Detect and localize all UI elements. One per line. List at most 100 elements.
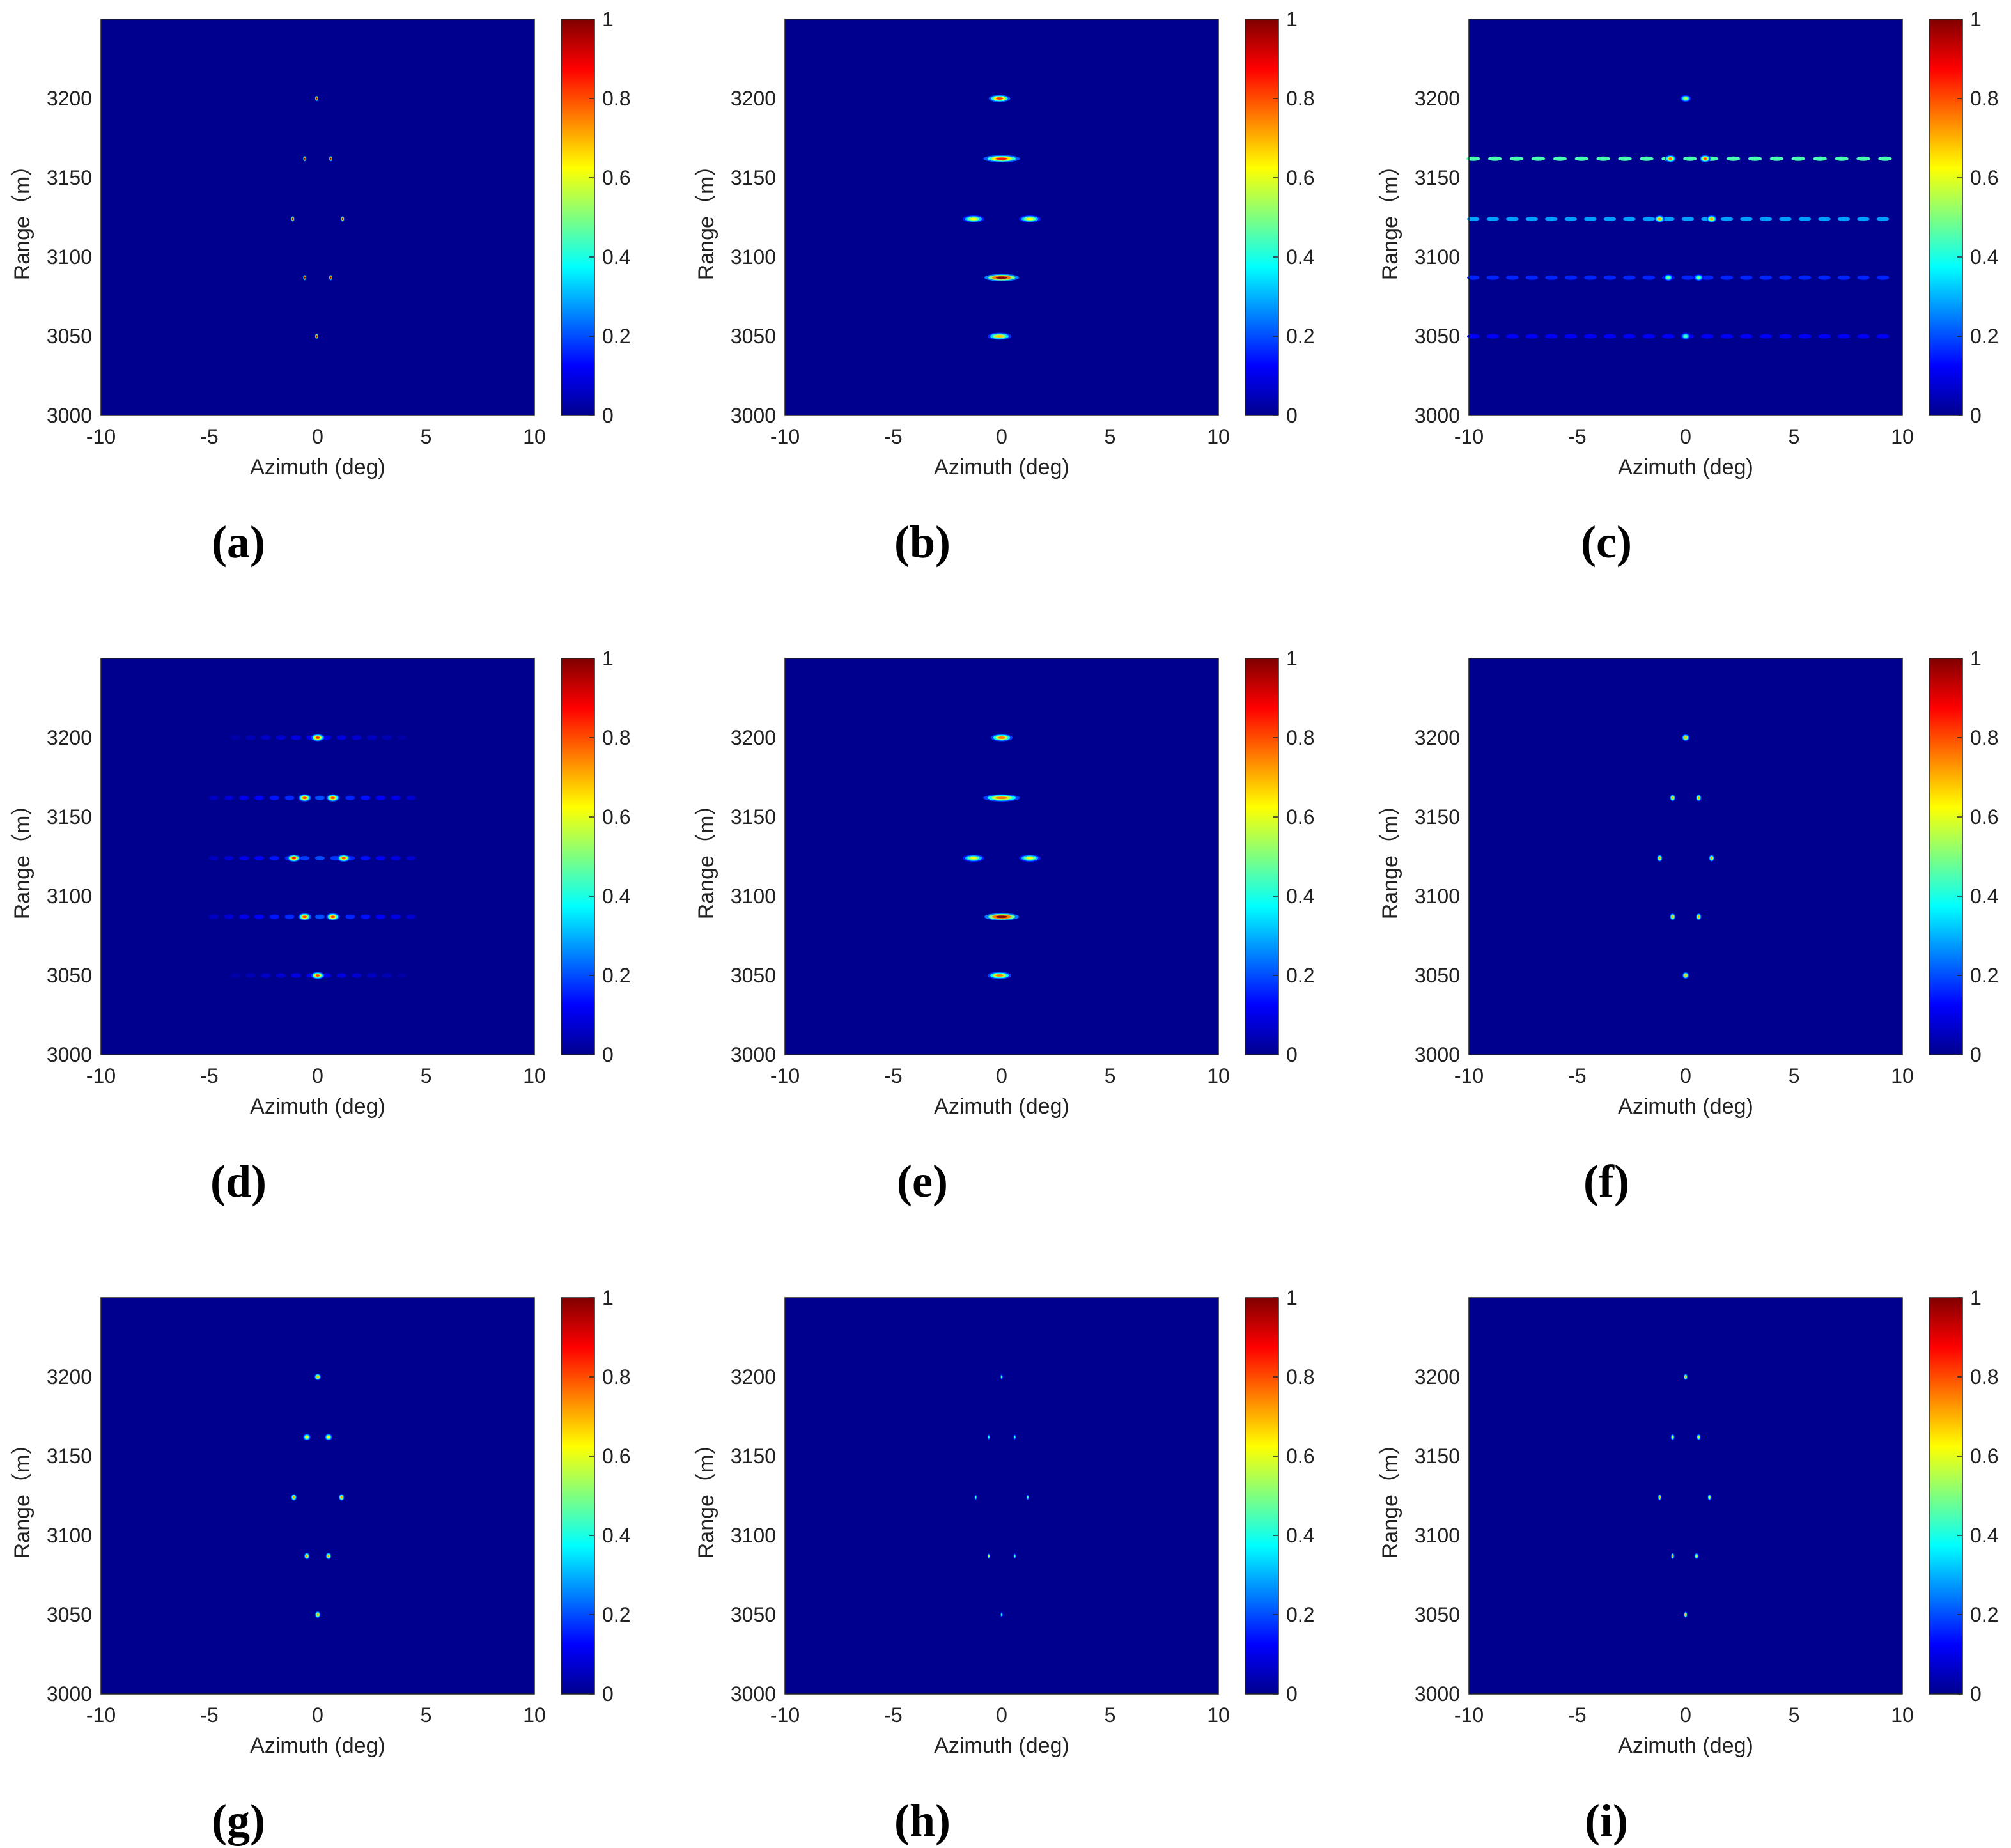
target-mark-layer: [330, 276, 332, 279]
sidelobe-mark: [1876, 275, 1890, 280]
target-mark: [988, 95, 1011, 102]
axes-frame: [100, 658, 535, 1055]
sidelobe-mark: [1584, 216, 1597, 221]
target-mark: [983, 155, 1020, 162]
target-mark: [337, 854, 350, 862]
colorbar-tick-label: 1: [602, 1286, 614, 1309]
sidelobe-mark: [224, 795, 234, 800]
plot-area: [1469, 1298, 1902, 1694]
target-mark: [287, 854, 300, 862]
x-axis-label: Azimuth (deg): [934, 1094, 1069, 1119]
sidelobe-mark: [1506, 216, 1519, 221]
target-mark: [1663, 274, 1673, 281]
target-mark: [1019, 215, 1041, 223]
target-mark: [1681, 332, 1691, 340]
y-axis-label: Range（m）: [694, 794, 718, 920]
colorbar-tick-label: 0.2: [602, 325, 630, 348]
sidelobe-mark: [314, 855, 325, 860]
colorbar-tick-label: 0.2: [602, 1603, 630, 1626]
sidelobe-mark: [1487, 156, 1502, 161]
y-tick-label: 3100: [1415, 245, 1460, 268]
colorbar-tick-label: 0: [1286, 1682, 1298, 1705]
x-tick-label: 10: [1891, 425, 1914, 448]
sidelobe-mark: [1640, 156, 1654, 161]
sidelobe-mark: [375, 795, 385, 800]
sidelobe-mark: [1545, 334, 1558, 339]
sidelobe-mark: [1467, 334, 1480, 339]
sidelobe-mark: [1584, 334, 1597, 339]
sidelobe-mark: [1876, 216, 1890, 221]
sidelobe-mark: [1857, 334, 1870, 339]
sidelobe-mark: [397, 735, 407, 740]
sidelobe-mark: [1466, 156, 1480, 161]
sidelobe-mark: [336, 735, 346, 740]
sidelobe-mark: [1553, 156, 1567, 161]
y-tick-label: 3100: [731, 885, 776, 908]
sidelobe-mark: [367, 973, 377, 978]
colorbar-tick-label: 0.2: [1286, 1603, 1314, 1626]
colorbar-tick-label: 0.8: [602, 87, 630, 110]
sidelobe-mark: [1837, 216, 1851, 221]
x-tick-label: -5: [884, 425, 902, 448]
target-mark: [1000, 1374, 1004, 1380]
sidelobe-mark: [1701, 334, 1714, 339]
sidelobe-mark: [1779, 275, 1792, 280]
sidelobe-mark: [1779, 334, 1792, 339]
axes-frame: [100, 19, 535, 416]
sidelobe-mark: [1531, 156, 1546, 161]
target-mark-layer: [302, 915, 307, 919]
target-mark-layer: [988, 1555, 990, 1557]
sidelobe-mark: [230, 735, 240, 740]
y-tick-label: 3150: [47, 805, 92, 828]
colorbar-tick-label: 0.4: [602, 1524, 630, 1547]
target-mark-layer: [306, 1555, 308, 1558]
target-mark-layer: [315, 736, 320, 739]
target-mark-layer: [327, 1436, 330, 1439]
colorbar-tick-label: 0.6: [1970, 166, 1998, 189]
sidelobe-mark: [1720, 334, 1734, 339]
colorbar-tick-label: 0.6: [1286, 166, 1314, 189]
target-mark: [314, 333, 318, 339]
y-tick-label: 3100: [47, 1524, 92, 1547]
sidelobe-mark: [1837, 275, 1851, 280]
x-tick-label: -10: [770, 425, 800, 448]
target-mark: [962, 854, 984, 862]
x-tick-label: -10: [770, 1704, 800, 1727]
x-tick-label: 0: [1680, 1704, 1691, 1727]
axes-frame: [1468, 1297, 1903, 1695]
target-mark-layer: [1026, 217, 1034, 221]
target-mark-layer: [302, 796, 307, 800]
sidelobe-mark: [245, 973, 256, 978]
target-mark-layer: [327, 1555, 330, 1558]
axes-frame: [784, 1297, 1219, 1695]
x-tick-label: -10: [1454, 1704, 1484, 1727]
x-tick-label: 10: [1891, 1064, 1914, 1087]
target-mark: [1670, 795, 1675, 802]
sidelobe-mark: [1740, 275, 1753, 280]
sidelobe-mark: [1662, 216, 1675, 221]
target-mark: [341, 216, 345, 222]
sidelobe-mark: [1740, 334, 1753, 339]
colorbar: [561, 19, 595, 416]
y-tick-label: 3050: [1415, 325, 1460, 348]
sidelobe-mark: [1857, 275, 1870, 280]
target-mark-layer: [995, 276, 1008, 279]
target-mark-layer: [291, 218, 294, 220]
sidelobe-mark: [208, 855, 219, 860]
target-mark-layer: [1695, 1555, 1698, 1557]
sidelobe-mark: [360, 914, 371, 919]
target-mark: [987, 332, 1012, 340]
target-mark-layer: [316, 335, 318, 338]
sidelobe-mark: [245, 735, 256, 740]
target-mark-layer: [341, 857, 346, 860]
colorbar-tick-label: 0.8: [1970, 726, 1998, 749]
target-mark-layer: [1658, 857, 1661, 860]
sidelobe-mark: [1603, 334, 1617, 339]
target-mark-layer: [1684, 1613, 1687, 1616]
colorbar: [1245, 19, 1279, 416]
panel-label: (b): [894, 516, 951, 568]
colorbar-tick-label: 0: [1970, 404, 1982, 427]
colorbar-tick-label: 0.2: [1286, 964, 1314, 987]
sidelobe-mark: [375, 914, 385, 919]
